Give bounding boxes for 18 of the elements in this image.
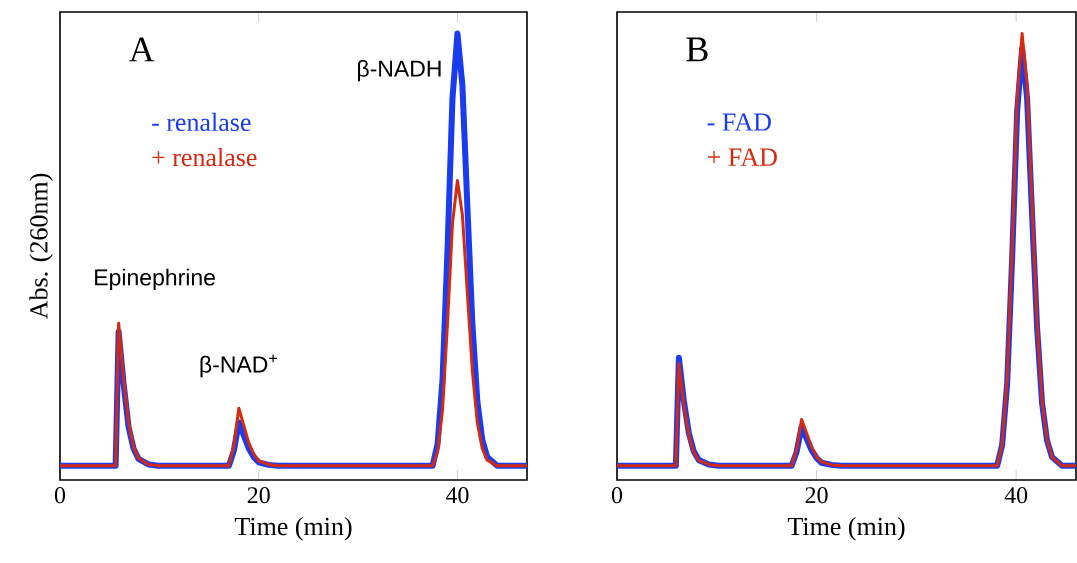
x-axis-title: Time (min): [787, 517, 905, 541]
x-tick-label: 40: [1004, 487, 1028, 504]
annotation: Epinephrine: [95, 268, 215, 291]
x-tick-label: 0: [54, 487, 66, 504]
x-axis-title: Time (min): [234, 517, 352, 541]
text: - renalase: [152, 112, 251, 132]
y-axis-title: Abs. (260nm): [29, 173, 53, 320]
text: - FAD: [707, 113, 771, 131]
text: + renalase: [152, 147, 257, 167]
x-tick-label: 20: [805, 487, 828, 504]
chart-title: B: [686, 37, 708, 62]
x-tick-label: 0: [611, 487, 623, 504]
x-tick-label: 40: [445, 487, 469, 504]
chart-title: A: [129, 37, 155, 62]
text: + FAD: [707, 148, 777, 166]
annotation: β-NADH: [358, 59, 441, 82]
annotation: β-NAD$^{+}$: [200, 354, 277, 378]
x-tick-label: 20: [247, 487, 270, 504]
